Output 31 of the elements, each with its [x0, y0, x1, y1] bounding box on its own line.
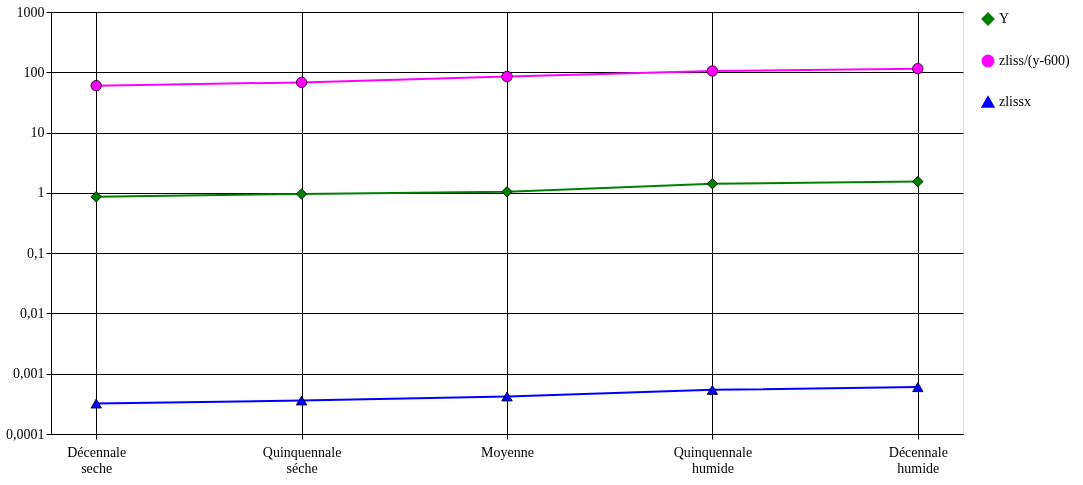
point [90, 191, 102, 203]
y-tick-label: 1000 [16, 4, 45, 20]
x-tick-label: Quinquennale humide [673, 444, 753, 476]
point [295, 188, 308, 200]
point [912, 62, 924, 75]
x-tick-label: Décennale humide [888, 444, 948, 476]
y-tick-label: 100 [23, 64, 45, 80]
y-tick-label: 10 [30, 125, 45, 141]
x-tick-label: Décennale seche [67, 444, 127, 476]
point [706, 65, 719, 77]
point [295, 395, 308, 406]
point [706, 384, 719, 395]
point [501, 186, 513, 198]
legend-label: zliss/(y-600) [999, 53, 1071, 69]
point [912, 175, 924, 188]
point [706, 178, 719, 190]
y-tick-label: 0,0001 [6, 426, 45, 442]
x-tick-label: Moyenne [481, 444, 534, 460]
point [912, 382, 924, 393]
point [90, 80, 102, 92]
y-tick-label: 0,001 [13, 366, 45, 382]
y-tick-label: 0,1 [27, 245, 45, 261]
point [501, 70, 513, 83]
legend-label: Y [999, 11, 1010, 26]
point [90, 398, 102, 409]
point [295, 76, 308, 89]
point [501, 391, 513, 402]
x-tick-label: Quinquennale séche [262, 444, 342, 476]
y-tick-label: 0,01 [20, 305, 45, 321]
legend-label: zlissx [999, 94, 1031, 109]
y-tick-label: 1 [37, 185, 45, 201]
